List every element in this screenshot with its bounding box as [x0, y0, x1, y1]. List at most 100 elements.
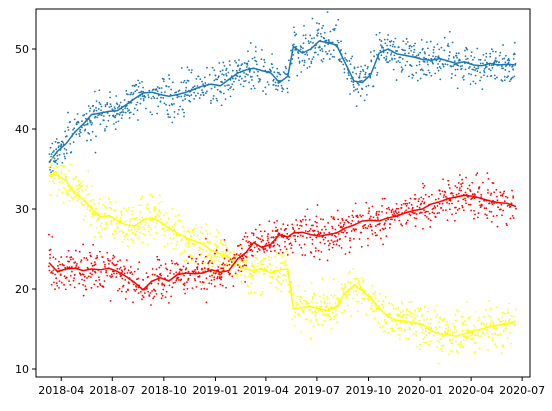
- scatter-point: [266, 81, 269, 83]
- scatter-point: [333, 240, 336, 243]
- scatter-point: [443, 36, 446, 39]
- scatter-point: [476, 47, 479, 50]
- scatter-point: [120, 269, 123, 272]
- scatter-point: [331, 311, 334, 314]
- scatter-point: [362, 280, 365, 282]
- scatter-point: [113, 106, 116, 109]
- scatter-point: [164, 91, 166, 93]
- scatter-point: [352, 297, 355, 300]
- scatter-point: [272, 236, 275, 239]
- scatter-point: [175, 262, 178, 265]
- scatter-point: [333, 27, 336, 30]
- scatter-point: [273, 71, 276, 74]
- scatter-point: [267, 255, 270, 258]
- scatter-point: [164, 230, 166, 232]
- scatter-point: [166, 243, 169, 245]
- scatter-point: [216, 78, 219, 81]
- scatter-point: [451, 332, 454, 335]
- scatter-point: [430, 193, 433, 196]
- scatter-point: [512, 196, 515, 199]
- scatter-point: [483, 333, 486, 335]
- scatter-point: [456, 209, 459, 211]
- scatter-point: [489, 324, 492, 327]
- scatter-point: [77, 179, 79, 182]
- scatter-point: [147, 275, 150, 278]
- scatter-point: [427, 63, 429, 66]
- scatter-point: [321, 228, 323, 231]
- scatter-point: [438, 326, 441, 328]
- scatter-point: [102, 285, 105, 288]
- scatter-point: [129, 266, 132, 268]
- scatter-point: [410, 300, 413, 303]
- scatter-point: [194, 279, 197, 282]
- scatter-point: [483, 207, 486, 210]
- scatter-point: [346, 60, 349, 62]
- scatter-point: [273, 244, 276, 247]
- scatter-point: [374, 290, 377, 293]
- scatter-point: [387, 218, 390, 221]
- scatter-point: [478, 187, 480, 190]
- scatter-point: [153, 289, 156, 291]
- scatter-point: [199, 78, 202, 81]
- scatter-point: [132, 206, 134, 209]
- scatter-point: [464, 199, 467, 202]
- scatter-point: [88, 193, 91, 196]
- scatter-point: [357, 280, 360, 282]
- scatter-point: [262, 239, 264, 242]
- scatter-point: [85, 123, 87, 126]
- scatter-point: [159, 100, 162, 103]
- scatter-point: [327, 40, 330, 42]
- scatter-point: [93, 212, 96, 215]
- scatter-point: [480, 323, 483, 325]
- scatter-point: [96, 285, 99, 288]
- scatter-point: [152, 237, 155, 240]
- scatter-point: [459, 65, 462, 68]
- scatter-point: [503, 57, 506, 60]
- scatter-point: [84, 215, 87, 217]
- scatter-point: [244, 75, 247, 78]
- scatter-point: [424, 327, 427, 330]
- scatter-point: [217, 260, 220, 263]
- scatter-point: [247, 285, 249, 288]
- scatter-point: [232, 88, 235, 91]
- scatter-point: [55, 148, 58, 151]
- scatter-point: [317, 230, 319, 233]
- scatter-point: [87, 131, 90, 134]
- scatter-point: [481, 88, 484, 91]
- scatter-point: [146, 243, 149, 246]
- scatter-point: [213, 69, 216, 72]
- scatter-point: [50, 164, 53, 167]
- scatter-point: [270, 250, 272, 253]
- scatter-point: [503, 200, 506, 203]
- scatter-point: [411, 206, 414, 209]
- scatter-point: [467, 336, 470, 339]
- scatter-point: [411, 316, 414, 319]
- scatter-point: [178, 279, 180, 281]
- scatter-point: [249, 42, 252, 44]
- scatter-point: [340, 49, 342, 51]
- scatter-point: [293, 26, 295, 29]
- scatter-point: [232, 285, 235, 287]
- scatter-point: [109, 96, 111, 99]
- scatter-point: [234, 270, 237, 273]
- scatter-point: [452, 323, 455, 325]
- scatter-point: [356, 216, 359, 219]
- scatter-point: [415, 334, 418, 337]
- scatter-point: [406, 60, 409, 63]
- scatter-point: [496, 327, 498, 329]
- scatter-point: [441, 350, 443, 352]
- scatter-point: [171, 81, 174, 84]
- scatter-point: [282, 279, 285, 282]
- scatter-point: [276, 89, 279, 91]
- scatter-point: [139, 226, 142, 229]
- scatter-point: [77, 121, 80, 124]
- scatter-point: [163, 245, 166, 248]
- scatter-point: [88, 251, 91, 254]
- scatter-point: [234, 59, 236, 62]
- scatter-point: [344, 57, 346, 59]
- scatter-point: [67, 126, 69, 129]
- scatter-point: [153, 273, 156, 276]
- scatter-point: [397, 60, 400, 62]
- scatter-point: [290, 49, 293, 52]
- scatter-point: [100, 105, 103, 108]
